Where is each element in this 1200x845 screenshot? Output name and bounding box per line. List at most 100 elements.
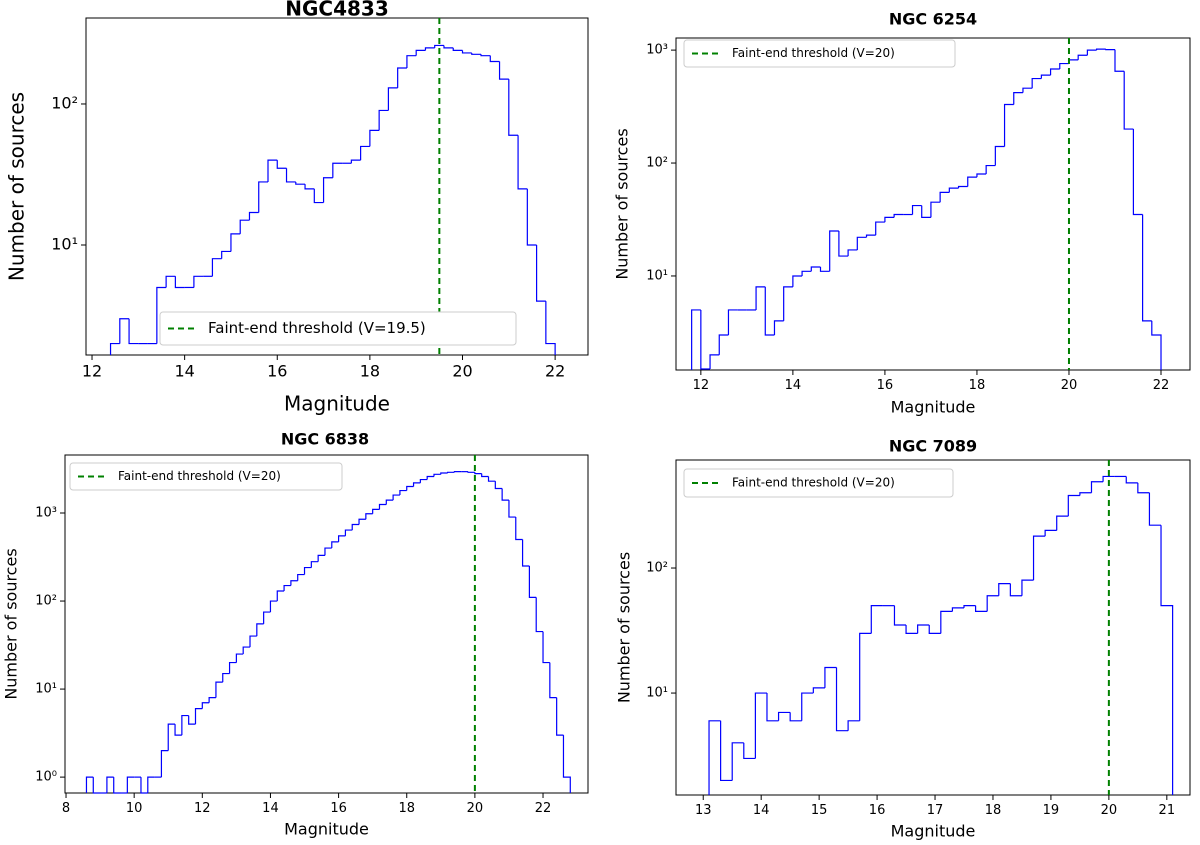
histogram-step [406, 485, 414, 491]
histogram-step [985, 164, 996, 174]
histogram-step [332, 162, 343, 178]
histogram-step [700, 309, 711, 370]
histogram-step [1090, 481, 1104, 493]
histogram-step [322, 177, 333, 203]
y-axis-label: Number of sources [615, 552, 634, 703]
legend-label: Faint-end threshold (V=20) [118, 469, 281, 483]
histogram-step [720, 720, 733, 782]
histogram-step [181, 714, 189, 736]
histogram-step [792, 275, 803, 287]
histogram-step [1123, 71, 1134, 130]
histogram-step [242, 646, 251, 655]
histogram-step [1132, 129, 1143, 216]
x-tick-label: 12 [693, 378, 710, 393]
histogram-step [167, 723, 176, 751]
histogram-step [847, 720, 860, 731]
histogram-step [235, 653, 244, 663]
histogram-step [426, 475, 434, 480]
histogram-step [317, 554, 325, 562]
x-tick-label: 17 [927, 803, 944, 818]
histogram-step [487, 476, 496, 482]
y-axis-label: Number of sources [2, 548, 21, 699]
histogram-step [85, 776, 94, 793]
histogram-step [276, 160, 287, 169]
histogram-step [535, 597, 544, 633]
histogram-step [928, 625, 941, 634]
histogram-step [276, 590, 285, 602]
y-tick-label: 10² [35, 594, 57, 609]
histogram-step [434, 44, 444, 48]
histogram-step [378, 109, 389, 131]
histogram-step [948, 187, 959, 193]
histogram-step [835, 667, 849, 732]
histogram-step [783, 286, 793, 321]
histogram-step [824, 666, 837, 688]
histogram-step [829, 230, 839, 272]
histogram-step [994, 145, 1005, 166]
histogram-step [160, 750, 169, 778]
histogram-step [963, 605, 976, 608]
histogram-step [865, 234, 876, 238]
x-tick-label: 14 [785, 378, 802, 393]
histogram-step [412, 482, 421, 487]
histogram-step [755, 286, 766, 310]
histogram-step [221, 250, 231, 259]
chart-title: NGC 7089 [889, 437, 977, 456]
histogram-step [789, 712, 802, 722]
histogram-step [1114, 49, 1125, 72]
x-tick-label: 14 [753, 803, 770, 818]
histogram-step [461, 50, 472, 54]
histogram-step [392, 494, 400, 501]
histogram-step [1102, 475, 1115, 482]
histogram-step [819, 267, 830, 272]
x-tick-label: 20 [467, 801, 484, 816]
histogram-step [128, 318, 139, 345]
histogram-step [709, 354, 720, 370]
histogram-step [515, 517, 523, 541]
histogram-step [1031, 77, 1042, 89]
histogram-step [452, 47, 463, 51]
histogram-step [174, 276, 185, 289]
histogram-step [801, 270, 812, 276]
histogram-step [201, 702, 210, 709]
x-axis-label: Magnitude [284, 392, 390, 416]
histogram-step [165, 275, 176, 288]
histogram-step [526, 188, 537, 246]
x-tick-label: 13 [695, 803, 712, 818]
x-tick-label: 22 [545, 362, 565, 381]
histogram-step [324, 547, 332, 556]
histogram-step [471, 52, 482, 55]
x-tick-label: 19 [1043, 803, 1060, 818]
histogram-step [556, 697, 564, 736]
x-tick-label: 22 [1153, 378, 1170, 393]
histogram-step [1056, 515, 1069, 531]
x-tick-label: 20 [1061, 378, 1078, 393]
histogram-step [256, 623, 264, 637]
y-tick-label: 10³ [35, 506, 57, 521]
histogram-step [1013, 92, 1023, 105]
histogram-step [951, 607, 965, 612]
histogram-step [369, 129, 380, 147]
histogram-step [967, 176, 977, 187]
histogram-step [1151, 320, 1162, 370]
histogram-step [480, 54, 491, 57]
histogram-step [508, 500, 516, 518]
histogram-step [193, 275, 204, 288]
legend-box [69, 462, 343, 491]
histogram-step [535, 245, 546, 302]
histogram-step [267, 159, 278, 182]
histogram-step [859, 632, 872, 721]
x-tick-label: 15 [811, 803, 828, 818]
y-tick-label: 10¹ [51, 235, 78, 254]
x-axis-label: Magnitude [891, 398, 976, 417]
y-tick-label: 10² [646, 156, 668, 171]
histogram-step [1059, 62, 1069, 70]
histogram-step [365, 513, 373, 520]
histogram-step [976, 173, 987, 178]
histogram-step [440, 472, 448, 475]
histogram-step [708, 720, 721, 795]
histogram-step [467, 471, 475, 473]
histogram-step [156, 286, 167, 344]
histogram-step [385, 499, 394, 505]
histogram-step [372, 508, 380, 514]
